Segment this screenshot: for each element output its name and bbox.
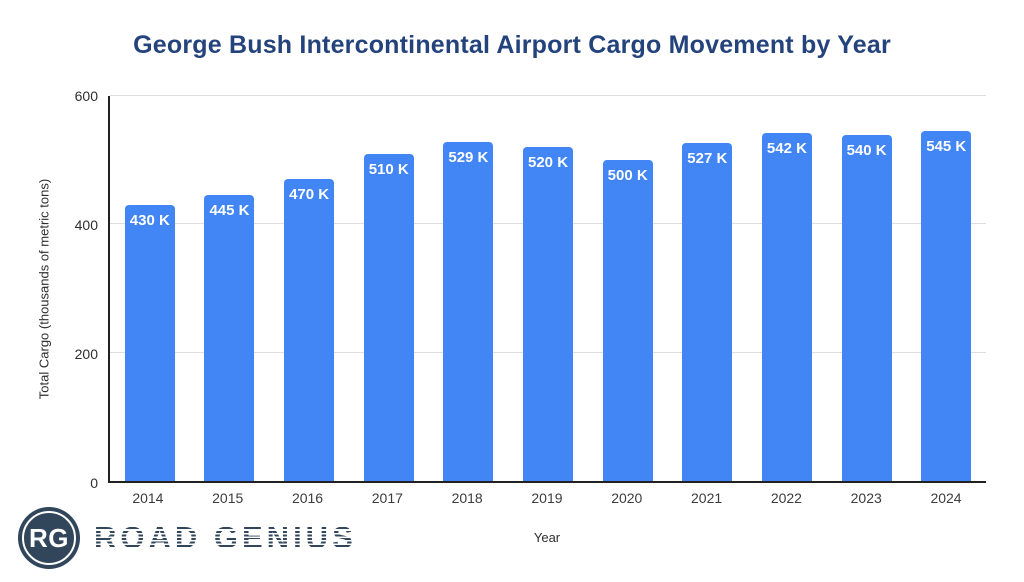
- y-tick-labels: 0 200 400 600: [0, 89, 98, 490]
- bar-2016: 470 K: [284, 179, 335, 481]
- bar-value-label: 510 K: [368, 160, 409, 178]
- bar-value-label: 527 K: [687, 149, 728, 167]
- brand-monogram: RG: [29, 522, 69, 553]
- bar-slot: 529 K: [429, 96, 509, 481]
- bar-slot: 445 K: [190, 96, 270, 481]
- bar-slot: 520 K: [508, 96, 588, 481]
- bar-2017: 510 K: [363, 153, 414, 481]
- bar-slot: 542 K: [747, 96, 827, 481]
- brand-logo: RG ROAD GENIUS: [18, 507, 357, 569]
- bar-slot: 430 K: [110, 96, 190, 481]
- y-tick-label: 600: [74, 88, 98, 104]
- x-tick-label: 2024: [930, 490, 962, 506]
- chart-title: George Bush Intercontinental Airport Car…: [133, 31, 891, 59]
- bar-2023: 540 K: [841, 134, 892, 481]
- x-tick-label: 2019: [531, 490, 563, 506]
- bar-value-label: 542 K: [766, 140, 807, 158]
- x-tick-label: 2015: [212, 490, 244, 506]
- x-axis-title: Year: [533, 530, 561, 545]
- x-tick-label: 2017: [371, 490, 403, 506]
- x-tick-label: 2021: [691, 490, 723, 506]
- brand-logo-icon: RG: [18, 507, 80, 569]
- bar-value-label: 545 K: [926, 138, 967, 156]
- bar-slot: 470 K: [269, 96, 349, 481]
- bar-2021: 527 K: [682, 142, 733, 481]
- bars-row: 430 K 445 K 470 K 510 K 529 K 520 K 500 K 527 K…: [110, 96, 986, 481]
- plot-area: 430 K 445 K 470 K 510 K 529 K 520 K 500 K 527 K…: [108, 95, 986, 483]
- x-tick-labels: 2014 2015 2016 2017 2018 2019 2020 2021 2022 2023…: [108, 490, 986, 506]
- bar-value-label: 500 K: [607, 167, 648, 185]
- bar-2022: 542 K: [761, 133, 812, 481]
- bar-slot: 540 K: [827, 96, 907, 481]
- x-tick-label: 2018: [451, 490, 483, 506]
- y-tick-label: 400: [74, 217, 98, 234]
- y-tick-label: 0: [90, 475, 98, 491]
- bar-2018: 529 K: [443, 141, 494, 481]
- bar-value-label: 520 K: [528, 154, 569, 172]
- x-tick-label: 2022: [770, 490, 802, 506]
- bar-2019: 520 K: [523, 147, 574, 481]
- bar-slot: 545 K: [906, 96, 986, 481]
- brand-name: ROAD GENIUS: [94, 520, 357, 555]
- x-tick-label: 2016: [291, 490, 324, 506]
- x-tick-label: 2014: [132, 490, 164, 506]
- bar-slot: 500 K: [588, 96, 668, 481]
- bar-value-label: 445 K: [209, 202, 250, 220]
- bar-value-label: 540 K: [846, 141, 887, 159]
- bar-2024: 545 K: [921, 131, 972, 481]
- x-tick-label: 2020: [611, 490, 643, 506]
- bar-slot: 510 K: [349, 96, 429, 481]
- x-tick-label: 2023: [850, 490, 882, 506]
- bar-value-label: 430 K: [129, 212, 170, 230]
- bar-value-label: 470 K: [289, 186, 330, 204]
- gridline: [110, 95, 986, 96]
- bar-value-label: 529 K: [448, 148, 489, 166]
- y-tick-label: 200: [74, 346, 98, 363]
- bar-2014: 430 K: [124, 205, 175, 481]
- bar-2015: 445 K: [204, 195, 255, 481]
- bar-slot: 527 K: [667, 96, 747, 481]
- bar-2020: 500 K: [602, 160, 653, 481]
